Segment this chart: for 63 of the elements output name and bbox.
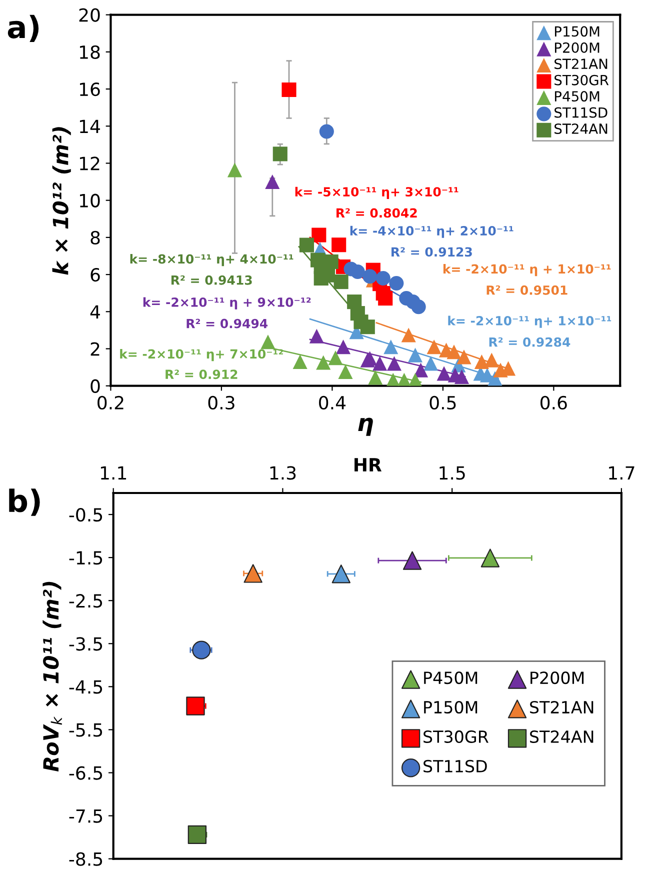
y-tick-label: 14 [80, 120, 100, 133]
y-tick-label: 20 [79, 8, 100, 22]
x-axis-title: HR [354, 458, 382, 472]
legend-label: ST24AN [554, 123, 608, 134]
x-tick-label: 0.6 [540, 396, 567, 410]
text: b) [9, 488, 40, 516]
y-tick-label: 6 [90, 268, 100, 282]
y-axis-title: k × 10¹² (m²) [52, 127, 71, 275]
annotation: R² = 0.9494 [186, 318, 268, 328]
annotation: R² = 0.9413 [171, 275, 252, 285]
annotation: k= -2×10⁻¹¹ η + 1×10⁻¹¹ [443, 264, 611, 276]
text: a) [8, 14, 39, 42]
y-tick-label: 2 [90, 342, 100, 356]
annotation: k= -4×10⁻¹¹ η+ 2×10⁻¹¹ [350, 226, 514, 238]
annotation: k= -8×10⁻¹¹ η+ 4×10⁻¹¹ [130, 254, 294, 266]
legend-label: ST21AN [530, 700, 594, 714]
y-tick-label: 16 [80, 82, 100, 96]
y-tick-label: -1.5 [69, 551, 102, 565]
legend-label: P450M [424, 671, 478, 684]
x-tick-label: 1.5 [440, 466, 465, 480]
legend-label: ST30GR [424, 730, 488, 744]
annotation: R² = 0.912 [166, 370, 238, 380]
x-axis-title: η [358, 418, 373, 436]
y-tick-label: -5.5 [69, 723, 102, 737]
y-tick-label: 0 [90, 379, 100, 393]
legend-label: ST11SD [554, 107, 608, 118]
y-tick-label: 10 [80, 194, 100, 208]
x-tick-label: 1.3 [270, 466, 296, 480]
y-axis-title: RoV$_{k}$ × 10¹¹ (m²) [42, 582, 62, 772]
legend-label: ST11SD [424, 760, 487, 772]
annotation: R² = 0.8042 [336, 208, 417, 218]
x-tick-label: 1.1 [100, 466, 126, 480]
annotation: R² = 0.9123 [392, 247, 472, 257]
x-tick-label: 0.4 [319, 396, 346, 410]
annotation: k= -5×10⁻¹¹ η+ 3×10⁻¹¹ [295, 186, 458, 199]
legend-label: P450M [554, 91, 600, 102]
legend-label: P200M [554, 42, 600, 53]
legend-label: P150M [424, 700, 478, 714]
x-tick-label: 0.2 [98, 396, 124, 410]
annotation: k= -2×10⁻¹¹ η+ 7×10⁻¹² [120, 349, 283, 362]
legend-label: P200M [530, 671, 584, 684]
x-tick-label: 0.5 [430, 396, 456, 410]
annotation: k= -2×10⁻¹¹ η + 9×10⁻¹² [143, 297, 311, 310]
y-tick-label: -7.5 [69, 809, 102, 823]
legend-label: P150M [554, 26, 600, 37]
legend-label: ST30GR [554, 74, 609, 86]
y-tick-label: -0.5 [69, 508, 102, 522]
x-tick-label: 0.3 [208, 396, 234, 410]
y-tick-label: 4 [90, 305, 100, 319]
y-tick-label: 12 [80, 156, 100, 170]
y-tick-label: -2.5 [69, 594, 102, 608]
annotation: R² = 0.9284 [489, 337, 570, 347]
y-tick-label: -6.5 [69, 766, 102, 780]
y-tick-label: -3.5 [69, 637, 102, 651]
y-tick-label: -4.5 [69, 680, 102, 694]
y-tick-label: 8 [90, 230, 100, 245]
legend-label: ST21AN [554, 58, 608, 70]
annotation: R² = 0.9501 [486, 285, 568, 295]
x-tick-label: 1.7 [609, 466, 634, 480]
annotation: k= -2×10⁻¹¹ η+ 1×10⁻¹¹ [448, 316, 612, 328]
legend-label: ST24AN [530, 730, 594, 744]
y-tick-label: 18 [80, 45, 100, 60]
y-tick-label: -8.5 [69, 852, 102, 866]
